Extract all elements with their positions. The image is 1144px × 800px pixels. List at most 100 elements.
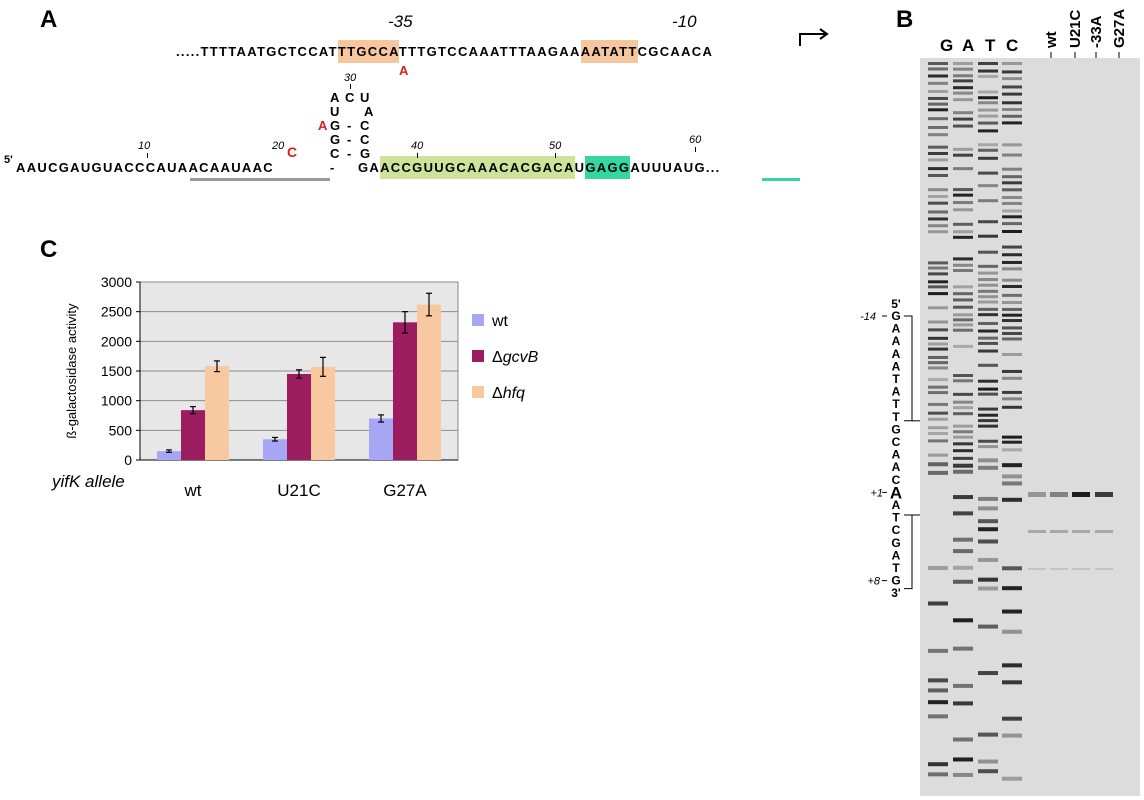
gel-band (928, 402, 948, 406)
gel-band (978, 289, 998, 293)
gel-band (1072, 530, 1090, 533)
label-minus35: -35 (388, 12, 413, 31)
gel-band (928, 385, 948, 389)
category-label: wt (184, 481, 202, 500)
gel-band (928, 285, 948, 289)
gel-band (1002, 586, 1022, 591)
y-tick-label: 500 (109, 422, 133, 438)
gel-band (978, 329, 998, 333)
gel-band (1002, 497, 1022, 502)
lane-a: A (962, 36, 975, 55)
gel-band (978, 143, 998, 147)
box-minus35: TTGCCA (337, 40, 399, 63)
gel-band (1002, 267, 1022, 271)
y-tick-label: 0 (124, 452, 132, 468)
gel-band (1002, 566, 1022, 571)
pos-plus1: +1 (870, 487, 883, 499)
y-tick-label: 1000 (101, 393, 132, 409)
gel-band (1002, 680, 1022, 685)
gel-band (1002, 114, 1022, 118)
readout-base: A (892, 448, 901, 462)
mrna-sequence-left: AAUCGAUGUACCCAUAACAAUAAC (16, 160, 274, 175)
gel-band (978, 624, 998, 629)
gel-band (928, 361, 948, 365)
pos-minus14: -14 (860, 311, 876, 323)
gel-band (928, 678, 948, 683)
gel-band (978, 264, 998, 268)
gel-band (1028, 530, 1046, 533)
readout-base: T (892, 561, 900, 575)
gel-band (953, 549, 973, 554)
gel-band (1002, 663, 1022, 668)
gel-band (928, 230, 948, 234)
gel-band (978, 387, 998, 391)
pair-dash-3: - (347, 146, 353, 161)
gel-band (928, 145, 948, 149)
gel-band (928, 648, 948, 653)
gel-band (928, 762, 948, 767)
gel-band (1002, 390, 1022, 394)
tick-40: 40 (411, 140, 424, 152)
gel-band (928, 173, 948, 177)
gel-band (1002, 313, 1022, 317)
gel-band (953, 111, 973, 115)
gel-band (953, 463, 973, 468)
gel-band (928, 201, 948, 205)
gel-band (978, 439, 998, 443)
gel-band (978, 313, 998, 317)
gel-band (928, 151, 948, 155)
tick-mark-30 (350, 84, 351, 89)
gel-band (953, 124, 973, 128)
gel-band (928, 89, 948, 93)
gel-band (978, 271, 998, 275)
legend-swatch (472, 386, 484, 398)
gel-band (953, 456, 973, 460)
sample-lane-label: G27A (1111, 9, 1128, 48)
panel-label-b: B (896, 6, 914, 33)
gel-band (1002, 474, 1022, 479)
gel-band (978, 148, 998, 152)
gel-band (978, 586, 998, 591)
gel-band (1002, 62, 1022, 65)
legend-label: wt (491, 313, 509, 330)
gel-band (978, 496, 998, 501)
gel-band (1002, 215, 1022, 219)
stem-left-4: C (330, 146, 341, 161)
gel-band (978, 577, 998, 582)
gel-band (928, 320, 948, 324)
mutation-g27a: A (318, 118, 328, 133)
gel-band (1002, 253, 1022, 257)
gel-band (1002, 167, 1022, 171)
pair-dash-2: - (347, 132, 353, 147)
gel-band (1002, 229, 1022, 233)
gel-band (953, 257, 973, 261)
sample-lane-label: -33A (1088, 15, 1105, 48)
gel-band (953, 188, 973, 192)
gel-band (953, 412, 973, 416)
gel-band (978, 114, 998, 118)
sample-lane-labels: wt U21C -33A G27A (1043, 9, 1128, 58)
stem-right-1: A (364, 104, 375, 119)
gel-band (1002, 435, 1022, 439)
sample-lane-label: wt (1043, 31, 1060, 49)
legend-swatch (472, 314, 484, 326)
readout-3prime: 3' (891, 586, 901, 600)
gel-band (1002, 175, 1022, 179)
gel-band (928, 74, 948, 78)
gel-band (1002, 629, 1022, 634)
gel-band (928, 272, 948, 276)
gel-band (1002, 107, 1022, 111)
readout-base: A (892, 359, 901, 373)
gel-band (1002, 245, 1022, 249)
gel-band (978, 759, 998, 764)
bar (205, 366, 229, 460)
gel-band (928, 217, 948, 221)
gel-band (928, 167, 948, 171)
gel-band (953, 435, 973, 439)
bar-chart: 0 500 1000 1500 2000 2500 3000 ß-galactosidase … (64, 274, 539, 500)
gel-band (928, 439, 948, 443)
tick-60: 60 (689, 134, 702, 146)
gel-band (928, 67, 948, 71)
mutation-minus33a: A (399, 63, 409, 78)
gel-band (978, 156, 998, 160)
